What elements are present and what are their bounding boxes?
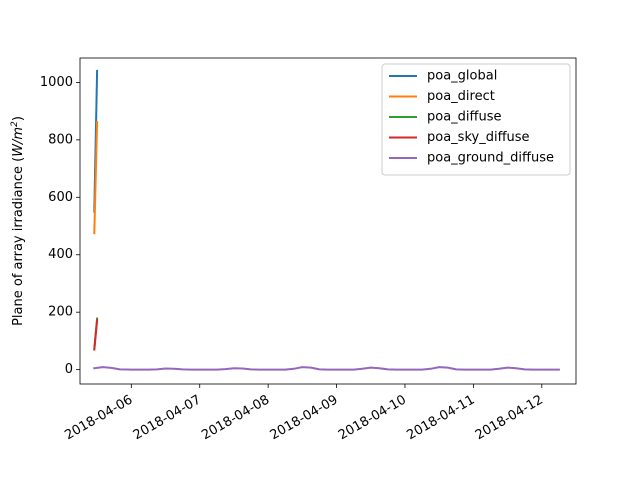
series-line-poa-sky-diffuse — [93, 319, 99, 351]
y-axis: 0 200 400 600 800 1000 — [40, 75, 80, 377]
x-tick-label: 2018-04-10 — [336, 392, 409, 443]
y-tick-label: 600 — [48, 190, 73, 205]
y-axis-label-unit: W/m — [11, 127, 26, 157]
legend-label: poa_diffuse — [427, 110, 502, 125]
y-tick-label: 800 — [48, 132, 73, 147]
legend-items: poa_global poa_direct poa_diffuse poa_sky_d… — [389, 69, 554, 166]
series-line-poa-direct — [93, 121, 99, 235]
y-axis-label-superscript: 2 — [10, 121, 20, 127]
legend: poa_global poa_direct poa_diffuse poa_sky_d… — [381, 63, 571, 176]
legend-label: poa_global — [427, 69, 497, 84]
x-axis: 2018-04-062018-04-072018-04-082018-04-09… — [62, 384, 546, 443]
x-tick-label: 2018-04-11 — [404, 392, 477, 443]
y-tick-label: 1000 — [40, 75, 73, 90]
legend-label: poa_direct — [427, 89, 495, 104]
x-tick-label: 2018-04-12 — [473, 392, 546, 443]
y-tick-label: 0 — [65, 362, 73, 377]
legend-box — [381, 63, 571, 176]
legend-label: poa_sky_diffuse — [427, 130, 530, 145]
x-tick-label: 2018-04-06 — [62, 392, 135, 443]
series-layer — [93, 69, 560, 371]
legend-label: poa_ground_diffuse — [427, 151, 554, 166]
x-tick-label: 2018-04-09 — [268, 392, 341, 443]
series-line-poa-ground-diffuse — [93, 366, 560, 371]
x-tick-label: 2018-04-07 — [131, 392, 204, 443]
plot-frame — [79, 57, 577, 385]
y-tick-label: 400 — [48, 247, 73, 262]
y-tick-label: 200 — [48, 305, 73, 320]
y-axis-label: Plane of array irradiance (W/m2) — [10, 116, 26, 326]
x-tick-label: 2018-04-08 — [199, 392, 272, 443]
